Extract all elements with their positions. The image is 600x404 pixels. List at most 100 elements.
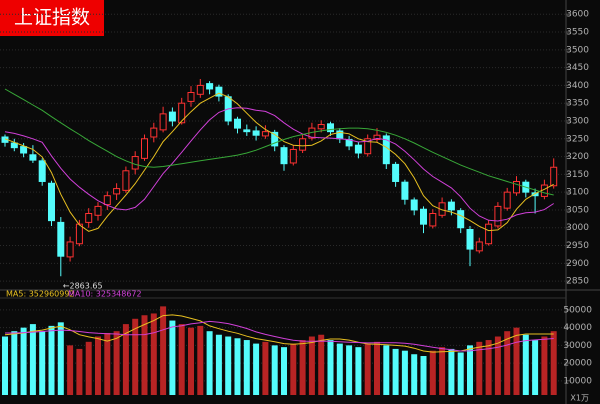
candle-body: [29, 154, 37, 161]
volume-bar: [11, 331, 18, 395]
volume-bar: [504, 331, 511, 395]
candle-body: [289, 148, 297, 164]
volume-bar: [420, 356, 427, 395]
candle-body: [196, 84, 204, 95]
chart-title: 上证指数: [14, 7, 90, 29]
volume-bar: [374, 341, 380, 395]
candle-body: [159, 113, 167, 131]
volume-bar: [132, 318, 139, 395]
volume-bar: [150, 313, 157, 395]
candle-body: [410, 199, 418, 211]
volume-bar: [364, 343, 371, 395]
volume-bar: [346, 345, 353, 395]
volume-bar: [448, 348, 455, 395]
candle-body: [234, 118, 241, 129]
volume-bar: [513, 327, 520, 395]
candle-body: [85, 212, 93, 223]
y-tick-label: 3000: [566, 223, 589, 233]
candle-body: [178, 102, 186, 124]
volume-bar: [271, 345, 278, 395]
candle-body: [38, 160, 46, 182]
volume-bar: [225, 336, 232, 395]
y-tick-label: 3200: [566, 152, 589, 162]
volume-bar: [383, 345, 390, 395]
candle-body: [420, 208, 427, 225]
volume-bar: [48, 325, 55, 395]
volume-bar: [39, 331, 46, 395]
candle-body: [466, 229, 474, 250]
candle-body: [48, 182, 55, 222]
y-tick-label: 2950: [566, 241, 589, 251]
candle-body: [187, 92, 195, 102]
volume-bar: [2, 336, 8, 395]
candle-body: [317, 124, 325, 130]
y-tick-label: 50000: [563, 305, 592, 315]
y-tick-label: 3550: [566, 28, 589, 38]
candle-body: [168, 111, 176, 122]
candle-body: [75, 223, 83, 245]
volume-bar: [20, 327, 27, 395]
volume-bar: [113, 331, 120, 395]
candle-body: [243, 129, 251, 133]
volume-bar: [234, 338, 241, 395]
volume-bar: [188, 327, 194, 395]
candle-body: [373, 134, 381, 140]
candle-body: [494, 205, 502, 227]
volume-bar: [411, 354, 418, 395]
candle-body: [215, 86, 223, 97]
volume-bar: [57, 322, 64, 395]
candle-body: [206, 83, 214, 90]
volume-bar: [336, 343, 343, 395]
volume-bar: [253, 343, 260, 395]
candle-body: [103, 195, 111, 206]
volume-bar: [206, 331, 213, 395]
title-box: [0, 0, 104, 36]
volume-bar: [457, 352, 464, 395]
low-annotation: ←2863.65: [63, 282, 103, 291]
volume-bar: [355, 347, 362, 395]
candle-body: [252, 130, 260, 136]
candle-body: [150, 127, 158, 138]
y-tick-label: 20000: [563, 359, 592, 369]
legend-entry: MA5: 352960992: [6, 290, 75, 299]
volume-bar: [467, 345, 473, 395]
candle-body: [531, 192, 539, 197]
candle-body: [94, 205, 102, 216]
candle-body: [503, 191, 511, 209]
candle-body: [280, 147, 288, 165]
y-tick-label: 2850: [566, 277, 589, 287]
candle-body: [66, 241, 74, 258]
volume-unit: X1万: [570, 394, 589, 403]
ma-line: [4, 107, 554, 222]
volume-bar: [327, 340, 334, 395]
candle-body: [485, 223, 493, 245]
volume-bar: [401, 350, 408, 395]
y-tick-label: 30000: [563, 341, 592, 351]
volume-bar: [392, 348, 399, 395]
volume-bar: [215, 334, 222, 395]
volume-bar: [308, 336, 315, 395]
volume-bar: [494, 336, 501, 395]
candle-body: [457, 210, 465, 229]
candle-body: [261, 131, 269, 137]
y-tick-label: 3600: [566, 10, 589, 20]
candle-body: [141, 138, 148, 159]
candle-body: [354, 144, 362, 154]
y-tick-label: 10000: [563, 376, 592, 386]
volume-bar: [290, 343, 297, 395]
candle-body: [57, 221, 65, 257]
volume-bar: [485, 340, 492, 395]
candle-body: [513, 180, 520, 194]
y-tick-label: 3450: [566, 63, 589, 73]
volume-bar: [281, 347, 287, 395]
y-tick-label: 3100: [566, 188, 589, 198]
y-tick-label: 3400: [566, 81, 589, 91]
candle-body: [392, 163, 400, 182]
legend-entry: MA10: 325348672: [68, 290, 142, 299]
volume-ma-line: [5, 320, 554, 352]
volume-bar: [85, 341, 92, 395]
volume-bar: [532, 340, 539, 395]
volume-bar: [476, 341, 483, 395]
